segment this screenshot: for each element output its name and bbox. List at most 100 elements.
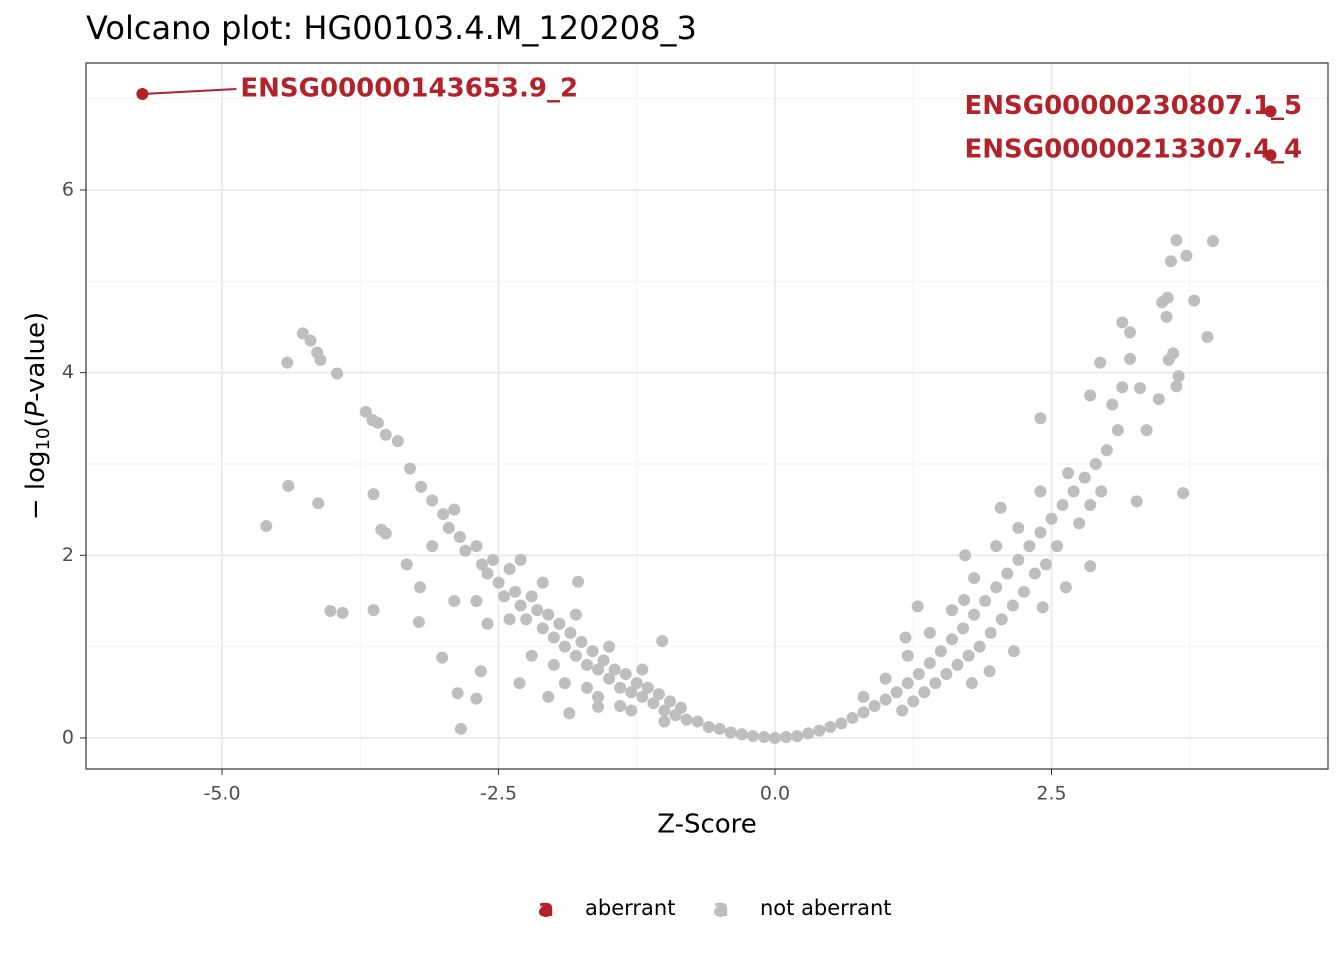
data-point [1201,330,1214,343]
data-point [437,508,450,521]
data-point [630,677,643,690]
plot-background [86,63,1328,769]
y-tick-label: 6 [62,178,74,200]
data-point [680,713,693,726]
data-point [957,622,970,635]
data-point [367,488,380,501]
data-point [412,615,425,628]
data-point [1188,294,1201,307]
y-title-sub: 10 [33,428,54,451]
data-point [513,677,526,690]
data-point [592,700,605,713]
data-point [1162,353,1175,366]
data-point [509,585,522,598]
data-point [1094,356,1107,369]
data-point [498,590,511,603]
data-point [724,726,737,739]
data-point [603,640,616,653]
data-point [451,687,464,700]
data-point [453,531,466,544]
data-point [1001,567,1014,580]
data-point [658,704,671,717]
data-point [1206,235,1219,248]
data-point [962,649,975,662]
data-point [1177,487,1190,500]
data-point [983,665,996,678]
data-point [625,704,638,717]
data-point [1170,380,1183,393]
data-point [857,690,870,703]
legend-key-glyph: a [538,894,554,922]
data-point [780,731,793,744]
data-point [379,527,392,540]
plot-border [85,62,1329,770]
data-point [911,600,924,613]
data-point [1111,424,1124,437]
data-point [835,717,848,730]
data-point [282,479,295,492]
point-label: ENSG00000143653.9_2 [240,74,578,104]
data-point [470,594,483,607]
data-point [1012,521,1025,534]
data-point [691,715,704,728]
data-point [968,608,981,621]
data-point [1089,457,1102,470]
grid [86,63,1328,769]
data-point [391,435,404,448]
data-point [379,428,392,441]
y-title-part: ( [21,417,51,427]
data-point [901,677,914,690]
data-point [1124,352,1137,365]
data-point [520,613,533,626]
data-point [1036,601,1049,614]
data-point [581,658,594,671]
data-point [636,690,649,703]
data-point [968,572,981,585]
data-point [608,663,621,676]
data-point [581,681,594,694]
data-point [995,613,1008,626]
data-point [531,604,544,617]
data-point [536,622,549,635]
data-point [846,711,859,724]
legend-key [715,905,727,917]
data-point [1034,526,1047,539]
data-point [1133,382,1146,395]
data-point [973,640,986,653]
data-point [592,690,605,703]
y-title-part: -value) [21,312,51,402]
data-point [414,581,427,594]
x-tick-label: -2.5 [480,783,517,805]
x-tick-label: -5.0 [203,783,240,805]
data-point [492,576,505,589]
data-point [475,558,488,571]
data-point [658,715,671,728]
legend-label: aberrant [585,896,675,920]
data-point [652,688,665,701]
data-point [901,649,914,662]
data-point [896,704,909,717]
data-point [757,731,770,744]
data-point [702,720,715,733]
y-title-part: − log [21,450,51,520]
data-point [1100,444,1113,457]
data-point [929,677,942,690]
data-point [619,668,632,681]
legend-key-glyph: a [713,894,729,922]
data-point [1056,499,1069,512]
legend-key [540,905,552,917]
data-point [984,626,997,639]
data-point [857,706,870,719]
data-point [442,521,455,534]
data-point [1180,249,1193,262]
y-tick-label: 2 [62,544,74,566]
data-point [359,405,372,418]
data-point [1156,296,1169,309]
data-point [331,367,344,380]
data-point [879,693,892,706]
data-point [959,549,972,562]
data-point [1172,370,1185,383]
data-point [614,699,627,712]
data-point [951,658,964,671]
